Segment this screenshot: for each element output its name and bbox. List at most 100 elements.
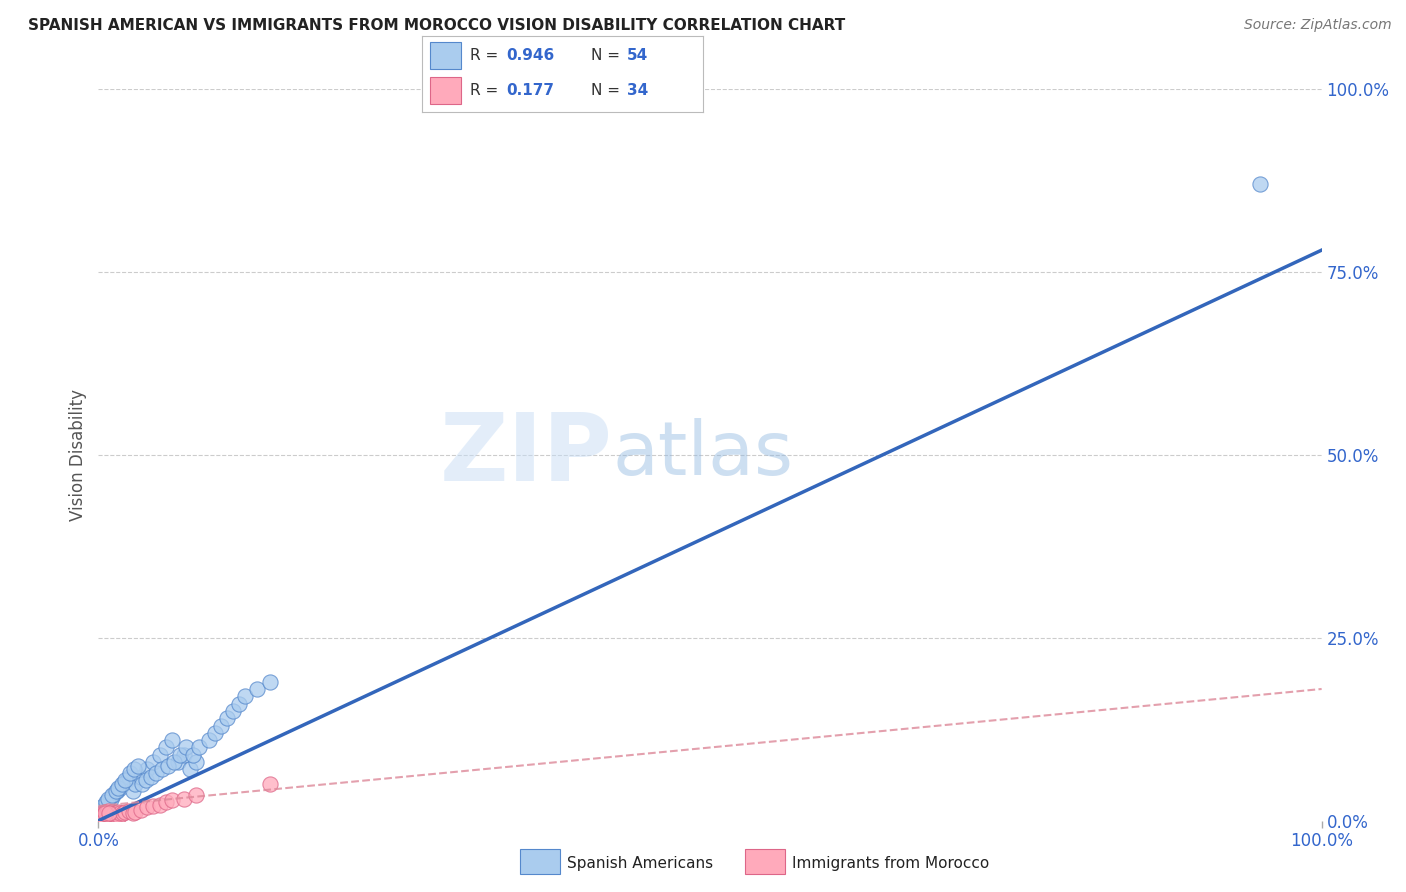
Point	[139, 770, 162, 784]
Point	[197, 733, 219, 747]
Point	[228, 697, 250, 711]
Point	[108, 808, 131, 822]
Bar	[430, 77, 461, 104]
Point	[173, 747, 195, 762]
Point	[121, 784, 143, 798]
Point	[111, 777, 134, 791]
Point	[163, 755, 186, 769]
Point	[93, 806, 115, 821]
Point	[97, 791, 120, 805]
Point	[104, 784, 127, 798]
Point	[90, 807, 112, 822]
Point	[89, 810, 111, 824]
Point	[101, 807, 124, 822]
Point	[110, 780, 132, 795]
Point	[222, 704, 245, 718]
Point	[160, 733, 183, 747]
Point	[136, 800, 159, 814]
Point	[209, 718, 232, 732]
Point	[91, 803, 114, 817]
Point	[114, 773, 136, 788]
Point	[124, 777, 146, 791]
Point	[187, 740, 209, 755]
Text: 54: 54	[627, 48, 648, 63]
Point	[204, 726, 226, 740]
Text: Source: ZipAtlas.com: Source: ZipAtlas.com	[1244, 18, 1392, 32]
Text: SPANISH AMERICAN VS IMMIGRANTS FROM MOROCCO VISION DISABILITY CORRELATION CHART: SPANISH AMERICAN VS IMMIGRANTS FROM MORO…	[28, 18, 845, 33]
Point	[91, 799, 114, 814]
Point	[186, 755, 208, 769]
Point	[129, 770, 152, 784]
Point	[155, 740, 177, 755]
Point	[124, 805, 146, 819]
Point	[104, 807, 127, 822]
Point	[98, 805, 121, 820]
Bar	[430, 42, 461, 69]
Point	[142, 799, 165, 814]
Point	[167, 755, 190, 769]
Point	[186, 788, 208, 802]
Point	[98, 807, 121, 822]
Text: N =: N =	[591, 48, 624, 63]
Text: 34: 34	[627, 83, 648, 98]
Point	[107, 805, 129, 819]
Point	[127, 758, 149, 772]
Point	[111, 777, 134, 791]
Point	[93, 799, 115, 814]
Point	[103, 805, 125, 820]
Text: R =: R =	[470, 83, 508, 98]
Point	[97, 804, 120, 818]
Text: Spanish Americans: Spanish Americans	[567, 856, 713, 871]
Point	[118, 770, 141, 784]
Point	[96, 805, 118, 820]
Point	[100, 806, 122, 821]
Point	[135, 773, 157, 788]
Point	[120, 766, 142, 780]
Text: N =: N =	[591, 83, 624, 98]
Point	[136, 763, 159, 777]
Point	[259, 674, 281, 689]
Point	[94, 796, 117, 810]
Point	[96, 796, 118, 810]
Point	[101, 788, 124, 802]
Point	[91, 806, 114, 821]
Point	[157, 758, 180, 772]
Point	[246, 681, 269, 696]
Point	[118, 804, 141, 818]
Text: R =: R =	[470, 48, 503, 63]
Point	[100, 791, 122, 805]
Text: Immigrants from Morocco: Immigrants from Morocco	[792, 856, 988, 871]
Point	[233, 690, 256, 704]
Point	[142, 755, 165, 769]
Text: ZIP: ZIP	[439, 409, 612, 501]
Point	[176, 740, 198, 755]
Point	[155, 796, 177, 810]
Text: 0.177: 0.177	[506, 83, 554, 98]
Point	[160, 793, 183, 807]
Point	[1250, 178, 1272, 192]
Point	[122, 763, 145, 777]
Point	[110, 806, 132, 821]
Point	[107, 780, 129, 795]
Text: 0.946: 0.946	[506, 48, 554, 63]
Point	[259, 777, 281, 791]
Y-axis label: Vision Disability: Vision Disability	[69, 389, 87, 521]
Point	[215, 711, 238, 725]
Text: atlas: atlas	[612, 418, 793, 491]
Point	[179, 763, 201, 777]
Point	[121, 806, 143, 821]
Point	[93, 805, 115, 819]
Point	[169, 747, 191, 762]
Point	[101, 805, 124, 819]
Point	[91, 808, 114, 822]
Point	[101, 788, 124, 802]
Point	[145, 766, 167, 780]
Point	[131, 777, 153, 791]
Point	[150, 763, 173, 777]
Point	[149, 797, 172, 812]
Point	[105, 806, 128, 821]
Point	[114, 805, 136, 819]
Point	[111, 805, 134, 820]
Point	[105, 784, 128, 798]
Point	[181, 747, 204, 762]
